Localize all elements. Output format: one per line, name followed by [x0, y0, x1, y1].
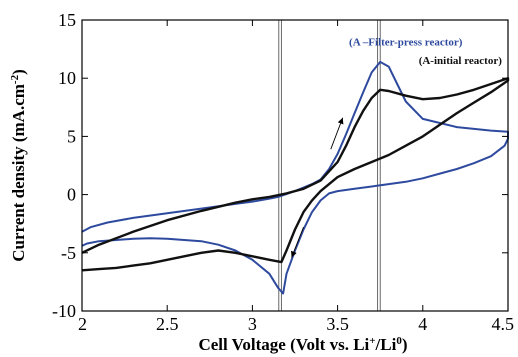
x-tick-label-0: 2 [78, 314, 87, 334]
y-axis-title-main: Current density (mA.cm [9, 84, 28, 262]
y-axis-title-sup: -2 [9, 74, 21, 84]
tick-labels: 2 2.5 3 3.5 4 4.5 -10 -5 0 5 10 15 [52, 10, 514, 334]
x-axis-title-end: ) [402, 335, 408, 354]
x-axis-title-sup2: 0 [396, 335, 402, 347]
y-axis-title: Current density (mA.cm-2) [9, 69, 28, 262]
series-group [81, 60, 510, 295]
x-tick-label-4: 4 [418, 314, 427, 334]
x-axis-title: Cell Voltage (Volt vs. Li+/Li0) [198, 335, 407, 354]
x-tick-label-2: 3 [248, 314, 257, 334]
annotation-filter_press: (A –Filter-press reactor) [349, 37, 463, 49]
series-line-initial [81, 76, 510, 272]
x-tick-label-1: 2.5 [156, 314, 179, 334]
arrow-head-1 [291, 250, 297, 258]
arrow-head-0 [337, 117, 344, 125]
x-tick-label-5: 4.5 [492, 314, 515, 334]
y-tick-label-4: 10 [58, 68, 76, 88]
y-axis-title-end: ) [9, 69, 28, 75]
y-tick-label-1: -5 [61, 243, 76, 263]
annotation-initial: (A-initial reactor) [419, 55, 503, 67]
axis-ticks [81, 19, 509, 312]
plot-frame [81, 19, 509, 312]
y-tick-label-2: 0 [67, 185, 76, 205]
x-axis-title-main: Cell Voltage (Volt vs. Li [198, 335, 369, 354]
x-axis-title-mid: /Li [375, 335, 397, 354]
x-tick-label-3: 3.5 [326, 314, 349, 334]
y-tick-label-0: -10 [52, 301, 76, 321]
y-tick-label-3: 5 [67, 126, 76, 146]
annotations-group: (A –Filter-press reactor) (A-initial reac… [349, 37, 502, 68]
arrows-group [291, 117, 344, 258]
x-axis-title-sup1: + [369, 335, 375, 347]
y-tick-label-5: 15 [58, 10, 76, 30]
